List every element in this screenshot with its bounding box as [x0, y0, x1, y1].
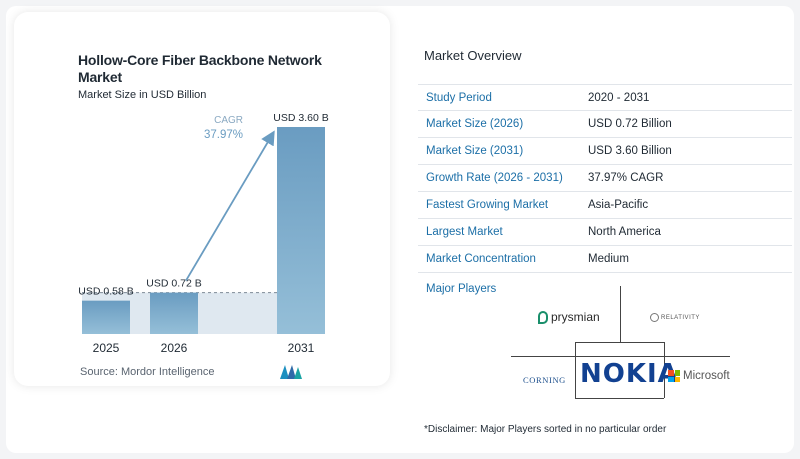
relativity-icon [650, 313, 659, 322]
cagr-arrow [185, 130, 275, 282]
corning-logo: CORNING [523, 375, 566, 385]
x-tick-2031: 2031 [288, 341, 315, 355]
prysmian-logo-text: prysmian [551, 310, 600, 324]
x-tick-2026: 2026 [161, 341, 188, 355]
overview-value: USD 3.60 Billion [588, 145, 672, 157]
prysmian-icon [538, 310, 548, 324]
overview-row: Market Concentration Medium [418, 246, 792, 273]
overview-row: Growth Rate (2026 - 2031) 37.97% CAGR [418, 165, 792, 192]
overview-row: Largest Market North America [418, 219, 792, 246]
mordor-logo-icon [280, 365, 302, 379]
disclaimer: *Disclaimer: Major Players sorted in no … [424, 424, 667, 435]
overview-value: USD 0.72 Billion [588, 118, 672, 130]
relativity-logo: RELATIVITY [650, 313, 700, 322]
x-tick-2025: 2025 [93, 341, 120, 355]
players-divider [575, 342, 664, 343]
cagr-label: CAGR [214, 115, 243, 126]
overview-row: Market Size (2031) USD 3.60 Billion [418, 138, 792, 165]
source-note: Source: Mordor Intelligence [80, 366, 215, 378]
bar-2031 [277, 127, 325, 334]
players-divider [664, 342, 665, 398]
overview-row: Market Size (2026) USD 0.72 Billion [418, 111, 792, 138]
chart-title: Hollow-Core Fiber Backbone Network Marke… [78, 52, 322, 85]
players-divider [575, 342, 576, 398]
overview-key: Largest Market [426, 226, 503, 238]
chart-subtitle: Market Size in USD Billion [78, 89, 207, 101]
overview-value: Asia-Pacific [588, 199, 649, 211]
overview-key: Market Size (2031) [426, 145, 524, 157]
microsoft-icon [668, 370, 680, 382]
bar-2026 [150, 292, 198, 334]
market-overview-title: Market Overview [424, 48, 522, 63]
overview-value: Medium [588, 253, 629, 265]
overview-key: Market Size (2026) [426, 118, 524, 130]
overview-key: Market Concentration [426, 253, 536, 265]
data-label-2026: USD 0.72 B [146, 278, 201, 290]
market-overview-table: Study Period 2020 - 2031 Market Size (20… [418, 84, 792, 273]
overview-key: Fastest Growing Market [426, 199, 549, 211]
nokia-logo: NOKIA [580, 359, 679, 389]
overview-key: Growth Rate (2026 - 2031) [426, 172, 563, 184]
overview-value: North America [588, 226, 661, 238]
major-players-title: Major Players [426, 283, 497, 295]
cagr-value: 37.97% [204, 129, 243, 141]
data-label-2025: USD 0.58 B [78, 286, 133, 298]
prysmian-logo: prysmian [538, 310, 600, 324]
players-divider [511, 356, 730, 357]
bar-2025 [82, 300, 130, 334]
overview-row: Study Period 2020 - 2031 [418, 84, 792, 111]
players-divider [620, 286, 621, 342]
microsoft-logo-text: Microsoft [683, 370, 730, 382]
overview-value: 37.97% CAGR [588, 172, 664, 184]
overview-key: Study Period [426, 91, 492, 104]
microsoft-logo: Microsoft [668, 370, 730, 382]
data-label-2031: USD 3.60 B [273, 112, 328, 124]
relativity-logo-text: RELATIVITY [661, 314, 700, 321]
players-divider [575, 398, 664, 399]
overview-value: 2020 - 2031 [588, 91, 650, 104]
overview-row: Fastest Growing Market Asia-Pacific [418, 192, 792, 219]
